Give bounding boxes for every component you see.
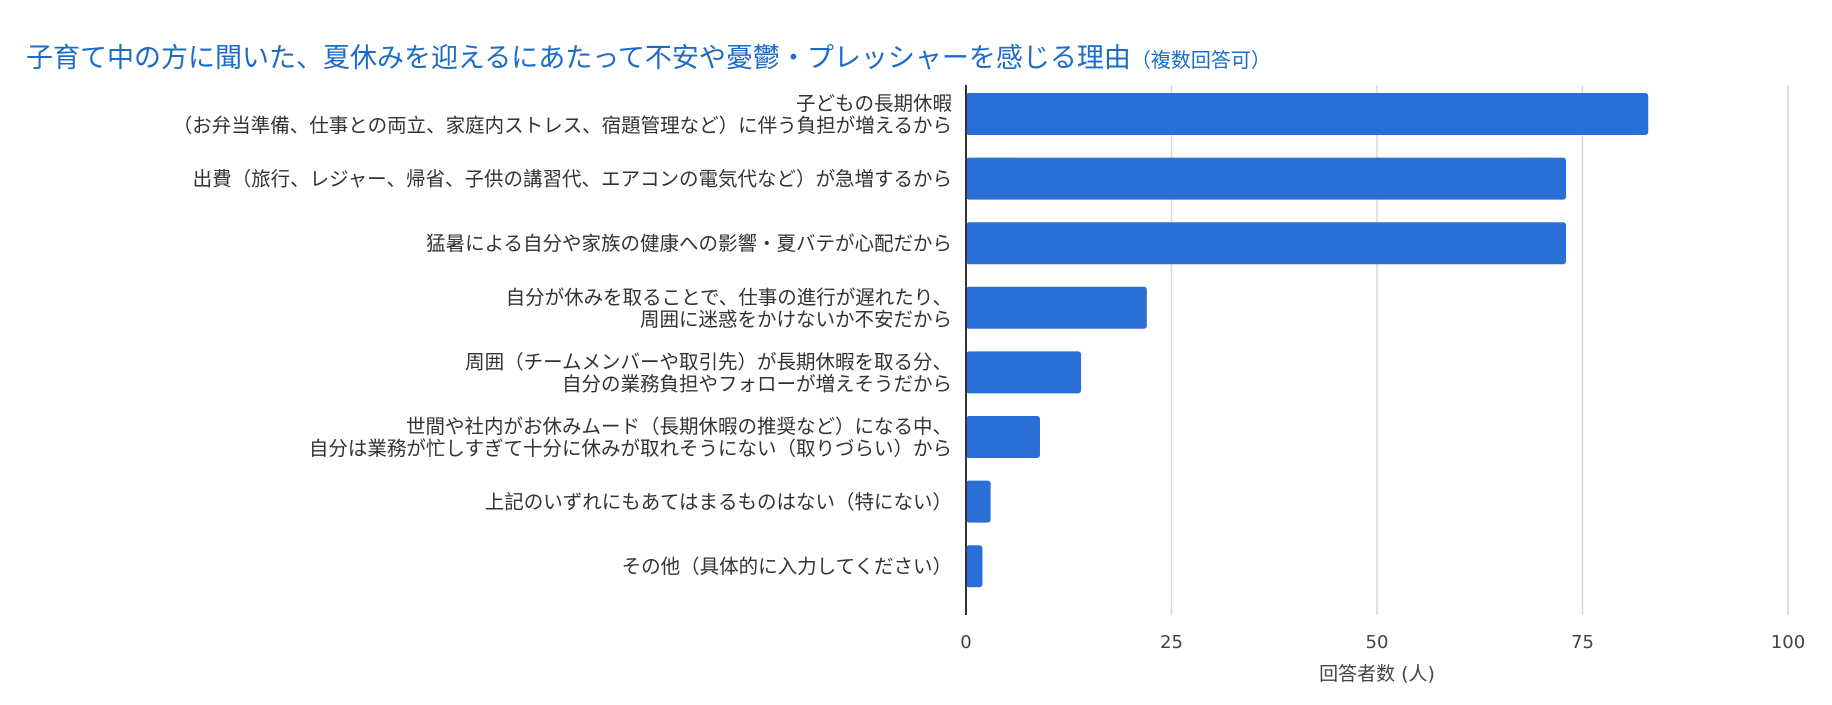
- bar: [966, 351, 1082, 394]
- category-label: 自分が休みを取ることで、仕事の進行が遅れたり、周囲に迷惑をかけないか不安だから: [506, 286, 952, 331]
- category-label-line: 上記のいずれにもあてはまるものはない（特にない）: [485, 491, 952, 514]
- category-label-line: 猛暑による自分や家族の健康への影響・夏バテが心配だから: [426, 232, 952, 255]
- category-label: 出費（旅行、レジャー、帰省、子供の講習代、エアコンの電気代など）が急増するから: [193, 168, 952, 191]
- chart-title-main: 子育て中の方に聞いた、夏休みを迎えるにあたって不安や憂鬱・プレッシャーを感じる理…: [26, 43, 1131, 74]
- category-label: 周囲（チームメンバーや取引先）が長期休暇を取る分、自分の業務負担やフォローが増え…: [465, 350, 952, 395]
- x-tick-label: 25: [1160, 632, 1183, 653]
- bar: [966, 286, 1147, 329]
- category-label-line: 周囲に迷惑をかけないか不安だから: [640, 308, 952, 331]
- category-label-line: 自分が休みを取ることで、仕事の進行が遅れたり、: [506, 286, 952, 309]
- category-label: 子どもの長期休暇（お弁当準備、仕事との両立、家庭内ストレス、宿題管理など）に伴う…: [173, 92, 952, 137]
- bar: [966, 157, 1567, 200]
- category-label-line: 出費（旅行、レジャー、帰省、子供の講習代、エアコンの電気代など）が急増するから: [193, 168, 952, 191]
- bar: [966, 480, 991, 523]
- x-tick-label: 100: [1771, 632, 1805, 653]
- x-axis-title: 回答者数 (人): [1319, 663, 1435, 685]
- bar: [966, 545, 983, 588]
- chart-subtitle: （複数回答可）: [1130, 48, 1271, 72]
- category-label-line: その他（具体的に入力してください）: [622, 555, 952, 578]
- category-label-line: 周囲（チームメンバーや取引先）が長期休暇を取る分、: [465, 350, 952, 373]
- category-label: その他（具体的に入力してください）: [622, 555, 952, 578]
- category-label-line: 世間や社内がお休みムード（長期休暇の推奨など）になる中、: [406, 415, 952, 438]
- category-labels: 子どもの長期休暇（お弁当準備、仕事との両立、家庭内ストレス、宿題管理など）に伴う…: [173, 92, 952, 578]
- category-label-line: 自分の業務負担やフォローが増えそうだから: [562, 372, 952, 395]
- x-tick-labels: 0 25 50 75 100: [960, 632, 1805, 653]
- x-tick-label: 50: [1366, 632, 1389, 653]
- bar: [966, 93, 1649, 135]
- category-label: 猛暑による自分や家族の健康への影響・夏バテが心配だから: [426, 232, 952, 255]
- x-tick-label: 75: [1571, 632, 1594, 653]
- category-label-line: 自分は業務が忙しすぎて十分に休みが取れそうにない（取りづらい）から: [309, 437, 952, 460]
- x-tick-label: 0: [960, 632, 971, 653]
- bars: [966, 93, 1649, 588]
- category-label: 世間や社内がお休みムード（長期休暇の推奨など）になる中、自分は業務が忙しすぎて十…: [309, 415, 952, 460]
- bar: [966, 416, 1040, 458]
- category-label-line: 子どもの長期休暇: [796, 92, 952, 115]
- category-label: 上記のいずれにもあてはまるものはない（特にない）: [485, 491, 952, 514]
- category-label-line: （お弁当準備、仕事との両立、家庭内ストレス、宿題管理など）に伴う負担が増えるから: [173, 114, 952, 137]
- bar: [966, 222, 1567, 265]
- chart-title: 子育て中の方に聞いた、夏休みを迎えるにあたって不安や憂鬱・プレッシャーを感じる理…: [26, 36, 1271, 75]
